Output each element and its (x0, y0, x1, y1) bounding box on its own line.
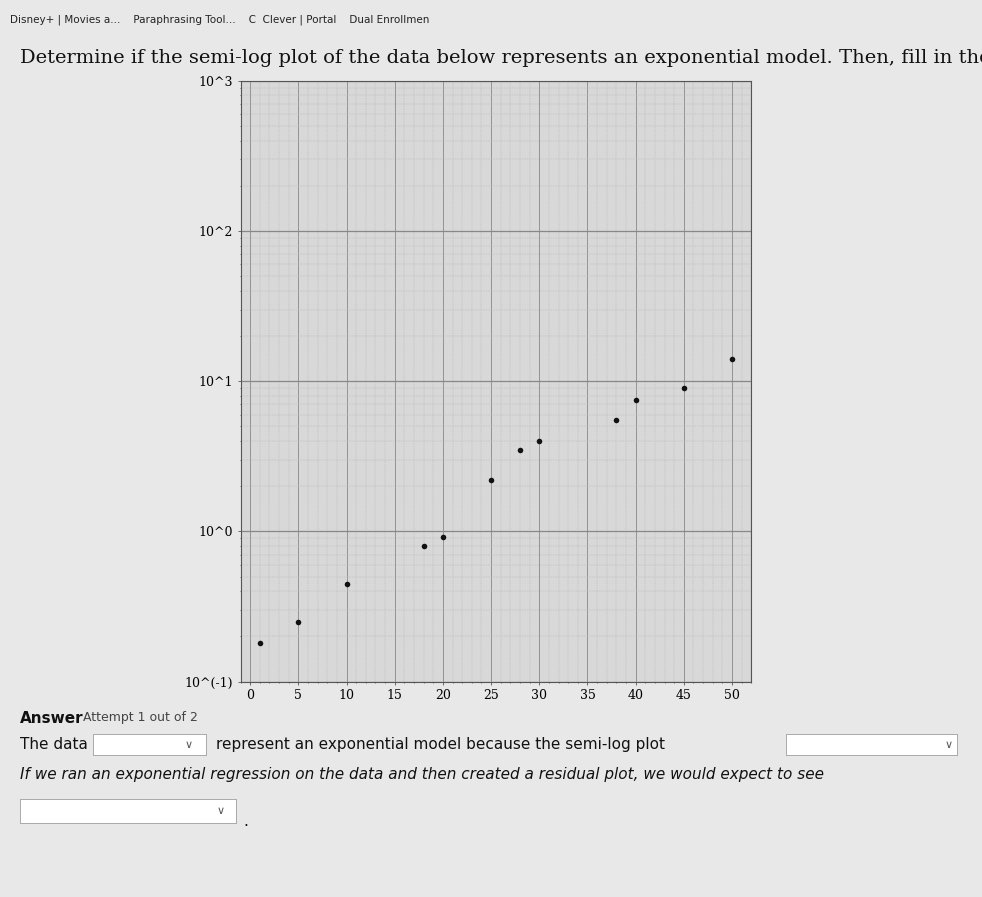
Text: ∨: ∨ (185, 739, 192, 750)
Text: Attempt 1 out of 2: Attempt 1 out of 2 (83, 711, 198, 724)
Text: ∨: ∨ (944, 739, 953, 750)
Text: ∨: ∨ (217, 806, 225, 816)
Text: Disney+ | Movies a...    Paraphrasing Tool...    C  Clever | Portal    Dual Enro: Disney+ | Movies a... Paraphrasing Tool.… (10, 15, 429, 25)
Text: represent an exponential model because the semi-log plot: represent an exponential model because t… (216, 737, 665, 753)
Text: Determine if the semi-log plot of the data below represents an exponential model: Determine if the semi-log plot of the da… (20, 49, 982, 67)
Text: .: . (244, 814, 248, 830)
Text: If we ran an exponential regression on the data and then created a residual plot: If we ran an exponential regression on t… (20, 767, 824, 782)
Text: The data: The data (20, 737, 87, 753)
Text: Answer: Answer (20, 711, 83, 727)
